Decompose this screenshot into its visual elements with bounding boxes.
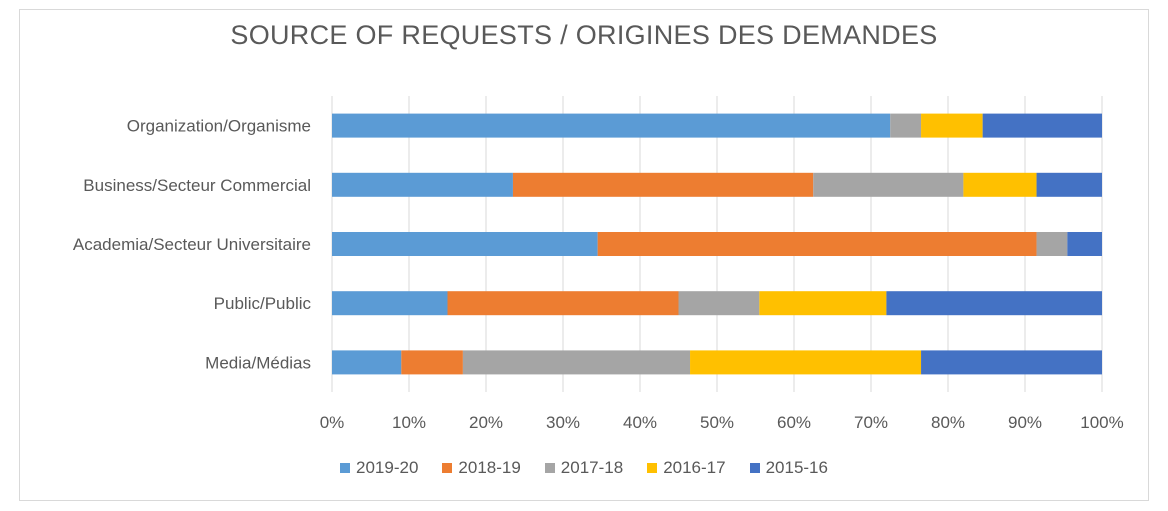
bar-segment: [890, 113, 922, 138]
bar-segment: [886, 291, 1102, 316]
bar-segment: [1036, 232, 1068, 256]
x-tick-label: 100%: [1080, 413, 1123, 432]
bar-segment: [921, 350, 1102, 375]
legend-label: 2017-18: [560, 458, 624, 477]
chart-title: SOURCE OF REQUESTS / ORIGINES DES DEMAND…: [230, 20, 938, 50]
category-label: Media/Médias: [205, 353, 311, 372]
bar-segment: [813, 172, 964, 197]
legend-item: 2018-19: [442, 456, 521, 480]
legend-label: 2015-16: [765, 458, 828, 477]
category-label: Organization/Organisme: [127, 117, 311, 136]
bar-segment: [597, 232, 1037, 256]
bar-segment: [332, 350, 402, 375]
bar-segment: [332, 113, 891, 138]
x-tick-label: 60%: [777, 413, 811, 432]
legend-label: 2018-19: [458, 458, 521, 477]
x-tick-label: 70%: [854, 413, 888, 432]
bar-segment: [1067, 232, 1102, 256]
legend-item: 2017-18: [544, 456, 624, 480]
x-tick-label: 80%: [931, 413, 965, 432]
x-tick-label: 90%: [1008, 413, 1042, 432]
legend-swatch: [749, 463, 760, 473]
bar-segment: [512, 172, 814, 197]
bar-segment: [332, 172, 513, 197]
bar-segment: [963, 172, 1037, 197]
bar-segment: [462, 350, 691, 375]
bar-segment: [678, 291, 760, 316]
x-tick-label: 10%: [392, 413, 426, 432]
legend-swatch: [340, 463, 351, 473]
bar-segment: [921, 113, 983, 138]
legend-swatch: [544, 463, 555, 473]
category-label: Academia/Secteur Universitaire: [73, 235, 311, 254]
bar-segment: [447, 291, 679, 316]
bar-segment: [1036, 172, 1102, 197]
bar-segment: [982, 113, 1102, 138]
legend-swatch: [442, 463, 453, 473]
bar-segment: [690, 350, 922, 375]
x-tick-label: 40%: [623, 413, 657, 432]
x-tick-label: 50%: [700, 413, 734, 432]
x-tick-label: 0%: [320, 413, 345, 432]
legend-item: 2015-16: [749, 456, 828, 480]
chart-legend: 2019-20 2018-19 2017-18 2016-17 2015-16: [0, 456, 1168, 480]
category-label: Business/Secteur Commercial: [83, 176, 311, 195]
legend-label: 2016-17: [663, 458, 726, 477]
bar-segment: [332, 232, 598, 256]
legend-swatch: [647, 463, 658, 473]
category-label: Public/Public: [214, 294, 312, 313]
x-tick-label: 30%: [546, 413, 580, 432]
legend-item: 2016-17: [647, 456, 726, 480]
x-tick-label: 20%: [469, 413, 503, 432]
bar-segment: [332, 291, 448, 316]
bar-segment: [759, 291, 887, 316]
legend-item: 2019-20: [340, 456, 418, 480]
legend-label: 2019-20: [356, 458, 419, 477]
bar-segment: [401, 350, 463, 375]
